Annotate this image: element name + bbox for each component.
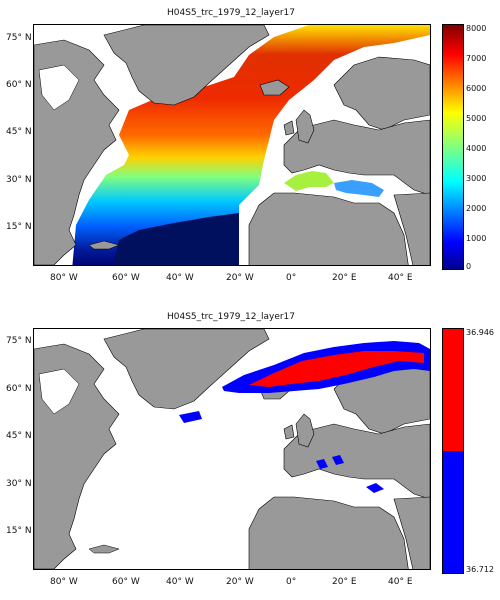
- panel1-lon-label: 20° E: [332, 273, 357, 283]
- panel2-cbar-max: 36.946: [466, 328, 494, 337]
- panel2-field-med: [366, 483, 384, 493]
- panel1-cbar-tick: 2000: [466, 204, 487, 213]
- panel1-land-britain: [295, 109, 315, 144]
- panel1-land-iceland: [259, 79, 290, 96]
- panel2-field-med: [316, 459, 328, 469]
- panel2-lat-label: 60° N: [6, 384, 32, 394]
- panel1-lat-label: 15° N: [6, 222, 32, 232]
- panel2-field-med: [332, 455, 344, 465]
- panel2-cbar-min: 36.712: [466, 565, 494, 574]
- panel2-lat-label: 75° N: [6, 336, 32, 346]
- panel2-land-britain: [295, 413, 315, 448]
- panel2-land-hudson: [38, 368, 80, 415]
- panel1-land-europe: [283, 119, 430, 196]
- panel1-cbar-tick: 0: [466, 262, 472, 271]
- panel2-colorbar-low: [443, 451, 463, 573]
- panel1-map-svg: [34, 25, 430, 265]
- panel2-lat-label: 30° N: [6, 479, 32, 489]
- panel1-cbar-tick: 6000: [466, 84, 487, 93]
- panel2-land-europe: [283, 423, 430, 500]
- panel1-cbar-tick: 7000: [466, 54, 487, 63]
- panel2-lon-label: 20° W: [226, 577, 254, 587]
- panel1-field-med-east: [334, 180, 384, 197]
- panel2-land-caribbean: [88, 544, 120, 554]
- panel1-land-arabia: [393, 192, 430, 265]
- panel1-lat-label: 45° N: [6, 127, 32, 137]
- panel1-cbar-tick: 5000: [466, 114, 487, 123]
- panel2-lon-label: 0°: [286, 577, 297, 587]
- panel2-field-nordic-high: [249, 351, 424, 387]
- panel2-land-arabia: [393, 496, 430, 569]
- panel2-colorbar-high: [443, 329, 463, 451]
- panel2-land-ireland: [283, 424, 295, 440]
- panel1-lon-label: 60° W: [112, 273, 140, 283]
- panel1-lon-label: 40° E: [388, 273, 413, 283]
- panel1-lon-label: 40° W: [166, 273, 194, 283]
- panel2-land-africa: [248, 496, 409, 569]
- panel1-field-atlantic: [72, 25, 430, 265]
- panel2-land-greenland: [103, 329, 270, 410]
- panel1-cbar-tick: 4000: [466, 144, 487, 153]
- panel2-map: [33, 328, 431, 570]
- panel2-title: H04S5_trc_1979_12_layer17: [166, 312, 296, 322]
- panel1-land-ireland: [283, 120, 295, 136]
- panel1-lon-label: 20° W: [226, 273, 254, 283]
- panel2-lon-label: 60° W: [112, 577, 140, 587]
- panel1-map: [33, 24, 431, 266]
- panel1-field-med: [284, 171, 334, 191]
- panel2-field-patch: [179, 411, 202, 423]
- panel2-colorbar: [442, 328, 464, 574]
- panel1-cbar-tick: 3000: [466, 174, 487, 183]
- panel1-land-caribbean: [88, 240, 120, 250]
- panel2-lon-label: 20° E: [332, 577, 357, 587]
- panel1-lat-label: 30° N: [6, 175, 32, 185]
- panel1-title: H04S5_trc_1979_12_layer17: [166, 8, 296, 18]
- panel1-cbar-tick: 1000: [466, 234, 487, 243]
- panel1-land-hudson: [38, 64, 80, 111]
- panel2-map-svg: [34, 329, 430, 569]
- panel2-lon-label: 80° W: [50, 577, 78, 587]
- panel1-lon-label: 0°: [286, 273, 297, 283]
- panel1-land-greenland: [103, 25, 270, 106]
- panel1-cbar-tick: 8000: [466, 24, 487, 33]
- panel1-colorbar-svg: [443, 25, 463, 269]
- panel2-lat-label: 45° N: [6, 431, 32, 441]
- panel2-lon-label: 40° E: [388, 577, 413, 587]
- panel1-land-scandinavia: [333, 56, 430, 131]
- panel1-colorbar-gradient: [443, 25, 463, 269]
- panel1-lon-label: 80° W: [50, 273, 78, 283]
- panel1-land-africa: [248, 192, 409, 265]
- panel2-lon-label: 40° W: [166, 577, 194, 587]
- panel2-lat-label: 15° N: [6, 526, 32, 536]
- panel1-colorbar: [442, 24, 464, 270]
- panel1-lat-label: 60° N: [6, 80, 32, 90]
- panel1-field-deep: [113, 213, 239, 265]
- panel1-lat-label: 75° N: [6, 33, 32, 43]
